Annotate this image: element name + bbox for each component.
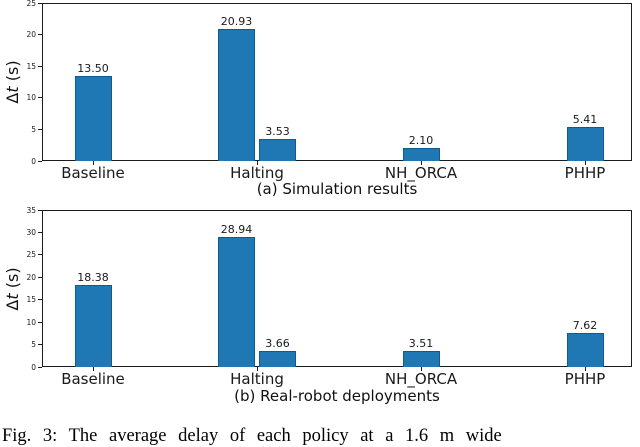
bar-value-label: 3.53 xyxy=(265,124,290,138)
delta-symbol: Δ xyxy=(3,92,22,104)
y-tick-label: 25 xyxy=(26,250,36,260)
bar xyxy=(74,284,112,367)
bar-value-label: 3.51 xyxy=(408,337,434,351)
unit-label: (s) xyxy=(3,60,22,87)
subcaption-a: (a) Simulation results xyxy=(256,180,418,198)
x-tick-mark xyxy=(420,367,422,371)
x-tick-mark xyxy=(92,367,94,371)
x-category-label: PHHP xyxy=(564,164,606,182)
y-tick-mark xyxy=(38,231,42,233)
x-tick-mark xyxy=(584,367,586,371)
x-category-label: Baseline xyxy=(61,370,125,388)
y-tick-mark xyxy=(38,160,42,162)
bar xyxy=(402,351,440,367)
bar xyxy=(218,237,255,367)
y-tick-mark xyxy=(38,65,42,67)
bar xyxy=(259,350,296,367)
y-tick-label: 15 xyxy=(26,61,36,71)
x-tick-mark xyxy=(256,161,258,165)
bar-value-label: 18.38 xyxy=(77,270,109,284)
x-tick-mark xyxy=(584,161,586,165)
figure-caption: Fig. 3: The average delay of each policy… xyxy=(2,426,502,446)
subcaption-b: (b) Real-robot deployments xyxy=(234,387,440,405)
x-category-label: NH_ORCA xyxy=(384,370,458,388)
y-tick-mark xyxy=(38,299,42,301)
y-tick-mark xyxy=(38,34,42,36)
bar xyxy=(259,138,296,161)
x-category-label: Baseline xyxy=(61,164,125,182)
bar-value-label: 28.94 xyxy=(220,223,253,237)
y-tick-mark xyxy=(38,254,42,256)
y-tick-label: 5 xyxy=(31,124,36,134)
bar-value-label: 2.10 xyxy=(408,133,434,147)
y-tick-mark xyxy=(38,276,42,278)
y-tick-label: 30 xyxy=(26,227,36,237)
bar-value-label: 5.41 xyxy=(572,112,598,126)
y-tick-label: 0 xyxy=(31,156,36,166)
y-tick-label: 10 xyxy=(26,93,36,103)
x-category-label: NH_ORCA xyxy=(384,164,458,182)
time-variable: t xyxy=(3,293,22,300)
y-tick-label: 15 xyxy=(26,295,36,305)
bar xyxy=(402,147,440,161)
x-tick-mark xyxy=(256,367,258,371)
bar xyxy=(566,126,604,161)
y-axis-label: Δt (s) xyxy=(3,42,22,122)
y-tick-label: 5 xyxy=(31,340,36,350)
plot-area xyxy=(42,210,632,367)
y-tick-label: 20 xyxy=(26,30,36,40)
bar-value-label: 13.50 xyxy=(77,61,109,75)
y-tick-label: 10 xyxy=(26,317,36,327)
time-variable: t xyxy=(3,86,22,93)
bar xyxy=(566,332,604,367)
x-tick-mark xyxy=(420,161,422,165)
plot-area xyxy=(42,3,632,161)
bar xyxy=(74,75,112,161)
y-axis-label: Δt (s) xyxy=(3,249,22,329)
unit-label: (s) xyxy=(3,267,22,294)
bar-value-label: 7.62 xyxy=(572,318,598,332)
y-tick-label: 35 xyxy=(26,205,36,215)
x-category-label: Halting xyxy=(230,164,284,182)
y-tick-mark xyxy=(38,321,42,323)
x-category-label: PHHP xyxy=(564,370,606,388)
x-category-label: Halting xyxy=(230,370,284,388)
y-tick-label: 25 xyxy=(26,0,36,8)
y-tick-mark xyxy=(38,366,42,368)
delta-symbol: Δ xyxy=(3,299,22,311)
y-tick-mark xyxy=(38,2,42,4)
y-tick-mark xyxy=(38,97,42,99)
y-tick-mark xyxy=(38,128,42,130)
bar-value-label: 3.66 xyxy=(265,336,290,350)
bar xyxy=(218,28,255,161)
y-tick-label: 0 xyxy=(31,362,36,372)
y-tick-mark xyxy=(38,344,42,346)
bar-value-label: 20.93 xyxy=(220,14,253,28)
y-tick-mark xyxy=(38,209,42,211)
x-tick-mark xyxy=(92,161,94,165)
y-tick-label: 20 xyxy=(26,272,36,282)
